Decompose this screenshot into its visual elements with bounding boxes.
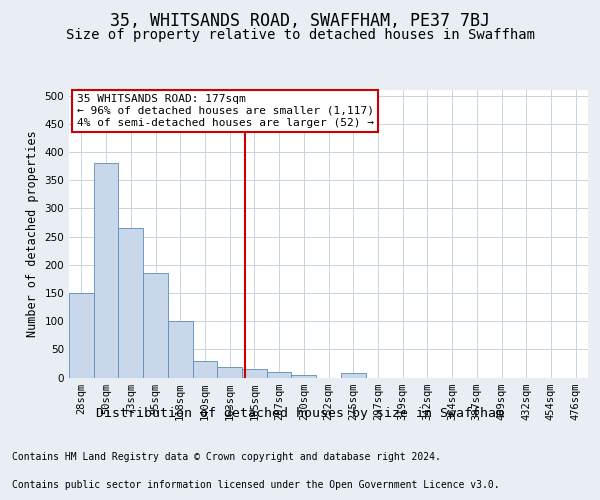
Bar xyxy=(94,164,118,378)
Bar xyxy=(267,372,292,378)
Text: Distribution of detached houses by size in Swaffham: Distribution of detached houses by size … xyxy=(96,408,504,420)
Text: 35, WHITSANDS ROAD, SWAFFHAM, PE37 7BJ: 35, WHITSANDS ROAD, SWAFFHAM, PE37 7BJ xyxy=(110,12,490,30)
Bar xyxy=(341,373,365,378)
Bar xyxy=(242,369,267,378)
Text: Contains HM Land Registry data © Crown copyright and database right 2024.: Contains HM Land Registry data © Crown c… xyxy=(12,452,441,462)
Bar xyxy=(118,228,143,378)
Bar xyxy=(143,273,168,378)
Bar xyxy=(193,360,217,378)
Text: 35 WHITSANDS ROAD: 177sqm
← 96% of detached houses are smaller (1,117)
4% of sem: 35 WHITSANDS ROAD: 177sqm ← 96% of detac… xyxy=(77,94,374,128)
Bar xyxy=(168,321,193,378)
Bar xyxy=(217,368,242,378)
Text: Size of property relative to detached houses in Swaffham: Size of property relative to detached ho… xyxy=(65,28,535,42)
Bar xyxy=(292,374,316,378)
Y-axis label: Number of detached properties: Number of detached properties xyxy=(26,130,39,337)
Bar xyxy=(69,293,94,378)
Text: Contains public sector information licensed under the Open Government Licence v3: Contains public sector information licen… xyxy=(12,480,500,490)
